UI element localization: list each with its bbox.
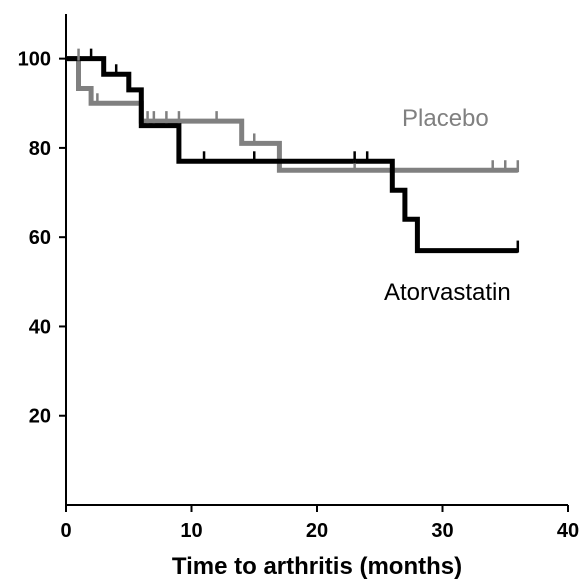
y-tick-label: 60: [29, 227, 51, 249]
censor-marks: [77, 48, 520, 253]
x-tick-label: 20: [306, 520, 328, 542]
x-tick-label: 10: [180, 520, 202, 542]
y-tick-label: 80: [29, 138, 51, 160]
series-label-atorvastatin: Atorvastatin: [384, 279, 511, 306]
x-tick-label: 0: [60, 520, 71, 542]
y-tick-label: 20: [29, 406, 51, 428]
series-label-placebo: Placebo: [402, 105, 489, 132]
x-tick-label: 30: [431, 520, 453, 542]
x-tick-label: 40: [557, 520, 579, 542]
x-ticks: 0 10 20 30 40: [60, 505, 579, 542]
x-axis-title: Time to arthritis (months): [172, 553, 462, 580]
series-line-atorvastatin: [66, 56, 518, 254]
y-tick-label: 40: [29, 316, 51, 338]
y-ticks: 20 40 60 80 100: [18, 49, 66, 428]
series-layer: [66, 56, 518, 254]
y-tick-label: 100: [18, 49, 51, 71]
